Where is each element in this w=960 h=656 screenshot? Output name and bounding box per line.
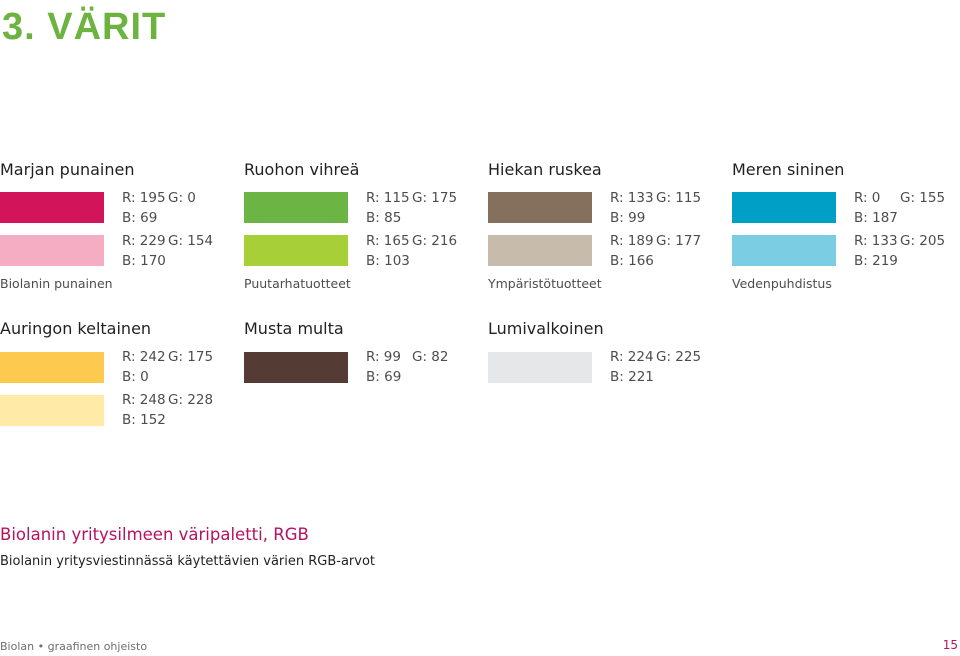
palette-subheading: Biolanin yritysviestinnässä käytettävien…: [0, 554, 376, 569]
rgb-values: R: 133 G: 205 B: 219: [854, 231, 945, 271]
b-value: B: 166: [610, 253, 654, 269]
g-value: G: 0: [168, 190, 196, 206]
r-value: R: 133: [610, 190, 654, 206]
usage-note: Puutarhatuotteet: [244, 276, 351, 291]
color-swatch: [244, 352, 348, 383]
rgb-values: R: 189 G: 177 B: 166: [610, 231, 701, 271]
color-swatch: [0, 395, 104, 426]
g-value: G: 175: [412, 190, 458, 206]
color-swatch: [732, 192, 836, 223]
color-group-ruohon-vihrea: Ruohon vihreä R: 115 G: 175 B: 85 R: 165 G…: [244, 160, 474, 300]
group-title: Hiekan ruskea: [488, 160, 602, 179]
palette-heading: Biolanin yritysilmeen väripaletti, RGB: [0, 525, 309, 544]
r-value: R: 248: [122, 392, 166, 408]
color-group-musta-multa: Musta multa R: 99 G: 82 B: 69: [244, 319, 474, 399]
r-value: R: 133: [854, 233, 898, 249]
color-swatch: [244, 235, 348, 266]
color-swatch: [0, 352, 104, 383]
r-value: R: 115: [366, 190, 410, 206]
color-group-hiekan-ruskea: Hiekan ruskea R: 133 G: 115 B: 99 R: 189 G…: [488, 160, 718, 300]
color-group-marjan-punainen: Marjan punainen R: 195 G: 0 B: 69 R: 229 G…: [0, 160, 230, 300]
b-value: B: 152: [122, 412, 166, 428]
b-value: B: 221: [610, 369, 654, 385]
rgb-values: R: 195 G: 0 B: 69: [122, 188, 196, 228]
color-swatch: [0, 235, 104, 266]
footer-brand: Biolan • graafinen ohjeisto: [0, 640, 148, 653]
rgb-values: R: 242 G: 175 B: 0: [122, 347, 213, 387]
b-value: B: 0: [122, 369, 149, 385]
rgb-values: R: 0 G: 155 B: 187: [854, 188, 945, 228]
b-value: B: 170: [122, 253, 166, 269]
rgb-values: R: 99 G: 82 B: 69: [366, 347, 448, 387]
group-title: Auringon keltainen: [0, 319, 152, 338]
group-title: Marjan punainen: [0, 160, 135, 179]
color-swatch: [488, 235, 592, 266]
r-value: R: 224: [610, 349, 654, 365]
rgb-values: R: 224 G: 225 B: 221: [610, 347, 701, 387]
page-title: 3. VÄRIT: [2, 6, 167, 48]
g-value: G: 225: [656, 349, 702, 365]
usage-note: Biolanin punainen: [0, 276, 113, 291]
rgb-values: R: 229 G: 154 B: 170: [122, 231, 213, 271]
b-value: B: 103: [366, 253, 410, 269]
r-value: R: 229: [122, 233, 166, 249]
color-swatch: [488, 352, 592, 383]
b-value: B: 69: [366, 369, 402, 385]
color-swatch: [244, 192, 348, 223]
group-title: Meren sininen: [732, 160, 845, 179]
group-title: Lumivalkoinen: [488, 319, 604, 338]
group-title: Musta multa: [244, 319, 344, 338]
usage-note: Vedenpuhdistus: [732, 276, 832, 291]
g-value: G: 155: [900, 190, 946, 206]
group-title: Ruohon vihreä: [244, 160, 360, 179]
color-swatch: [0, 192, 104, 223]
b-value: B: 99: [610, 210, 646, 226]
usage-note: Ympäristötuotteet: [488, 276, 602, 291]
g-value: G: 154: [168, 233, 214, 249]
r-value: R: 165: [366, 233, 410, 249]
rgb-values: R: 165 G: 216 B: 103: [366, 231, 457, 271]
g-value: G: 228: [168, 392, 214, 408]
g-value: G: 115: [656, 190, 702, 206]
g-value: G: 177: [656, 233, 702, 249]
color-swatch: [488, 192, 592, 223]
rgb-values: R: 133 G: 115 B: 99: [610, 188, 701, 228]
r-value: R: 189: [610, 233, 654, 249]
b-value: B: 219: [854, 253, 898, 269]
color-group-lumivalkoinen: Lumivalkoinen R: 224 G: 225 B: 221: [488, 319, 718, 399]
g-value: G: 82: [412, 349, 449, 365]
r-value: R: 99: [366, 349, 401, 365]
g-value: G: 205: [900, 233, 946, 249]
rgb-values: R: 248 G: 228 B: 152: [122, 390, 213, 430]
color-group-auringon-keltainen: Auringon keltainen R: 242 G: 175 B: 0 R: …: [0, 319, 230, 439]
g-value: G: 175: [168, 349, 214, 365]
b-value: B: 85: [366, 210, 402, 226]
r-value: R: 242: [122, 349, 166, 365]
r-value: R: 0: [854, 190, 881, 206]
color-swatch: [732, 235, 836, 266]
b-value: B: 187: [854, 210, 898, 226]
r-value: R: 195: [122, 190, 166, 206]
rgb-values: R: 115 G: 175 B: 85: [366, 188, 457, 228]
b-value: B: 69: [122, 210, 158, 226]
g-value: G: 216: [412, 233, 458, 249]
page-number: 15: [942, 638, 958, 652]
color-group-meren-sininen: Meren sininen R: 0 G: 155 B: 187 R: 133 G:…: [732, 160, 960, 300]
